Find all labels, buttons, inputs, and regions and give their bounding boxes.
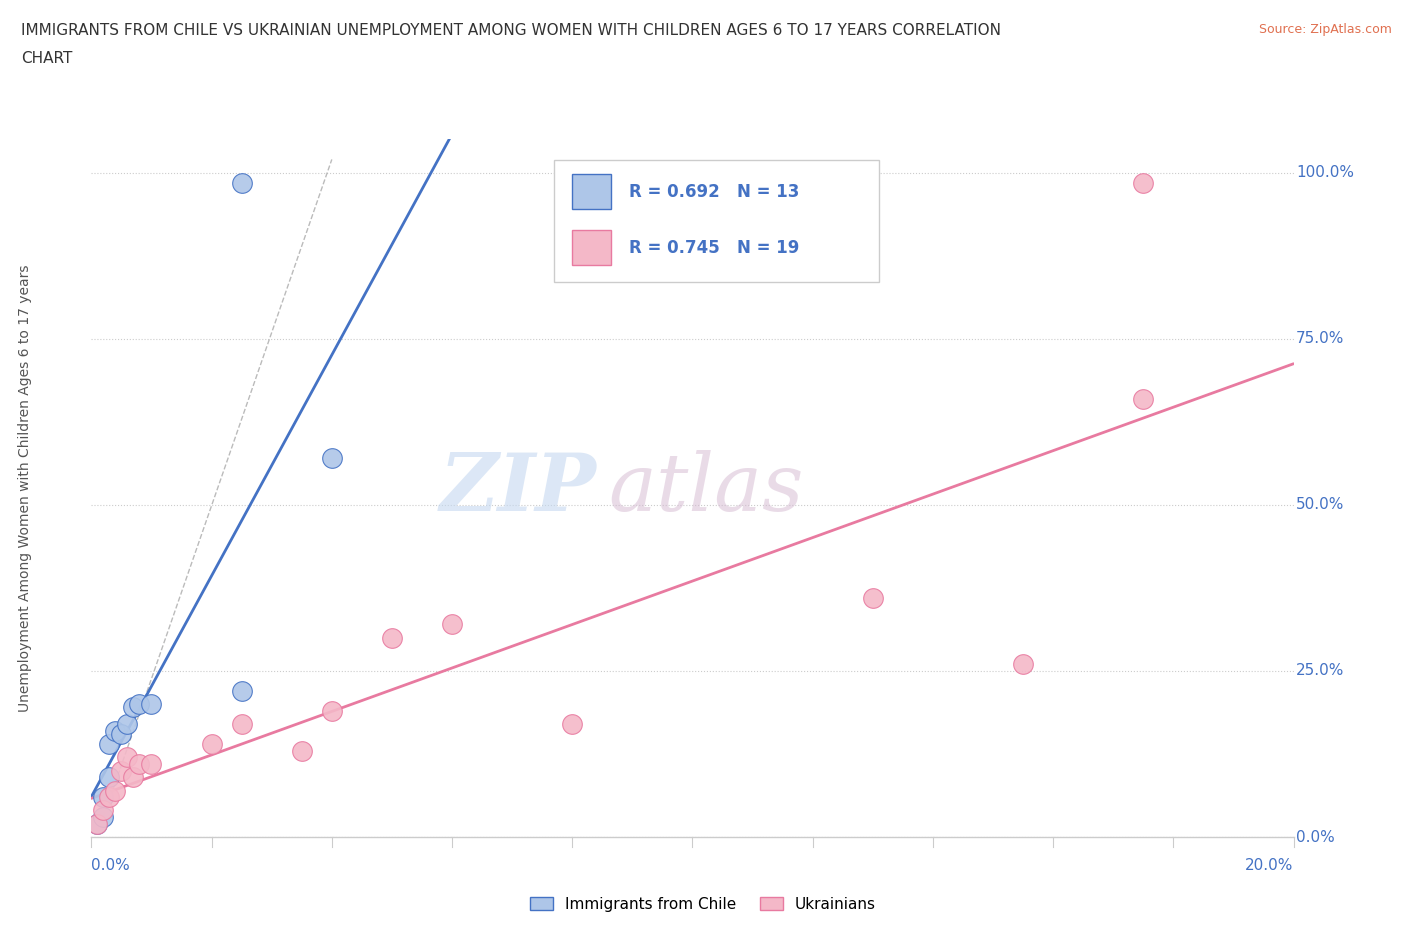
Text: 0.0%: 0.0% (1296, 830, 1334, 844)
Point (321, 703, 343, 718)
Text: 75.0%: 75.0% (1296, 331, 1344, 346)
Point (1012, 657, 1035, 671)
Text: Source: ZipAtlas.com: Source: ZipAtlas.com (1258, 23, 1392, 36)
Point (321, 451, 343, 466)
Point (110, 726, 132, 741)
Text: R = 0.692   N = 13: R = 0.692 N = 13 (628, 183, 799, 201)
Point (561, 717, 583, 732)
Point (98, 770, 121, 785)
Text: 100.0%: 100.0% (1296, 166, 1354, 180)
Point (291, 743, 314, 758)
Point (122, 700, 145, 715)
Point (141, 697, 163, 711)
Point (862, 591, 884, 605)
Point (440, 617, 463, 631)
Point (122, 770, 145, 785)
Text: 0.0%: 0.0% (91, 857, 131, 873)
Point (98, 737, 121, 751)
Point (93, 803, 115, 817)
Text: CHART: CHART (21, 51, 73, 66)
Point (1132, 175, 1154, 190)
Point (93, 790, 115, 804)
Point (231, 717, 253, 732)
Point (381, 631, 404, 645)
Text: ZIP: ZIP (440, 449, 596, 527)
Point (231, 175, 253, 190)
Point (201, 737, 224, 751)
Point (1132, 392, 1154, 406)
Text: 50.0%: 50.0% (1296, 498, 1344, 512)
FancyBboxPatch shape (554, 161, 879, 283)
Text: R = 0.745   N = 19: R = 0.745 N = 19 (628, 239, 799, 257)
Legend: Immigrants from Chile, Ukrainians: Immigrants from Chile, Ukrainians (524, 890, 882, 918)
Point (128, 697, 150, 711)
Point (93, 810, 115, 825)
Point (86, 817, 108, 831)
Text: atlas: atlas (609, 449, 804, 527)
Point (86, 817, 108, 831)
Point (98, 790, 121, 804)
Point (141, 756, 163, 771)
FancyBboxPatch shape (572, 175, 610, 209)
Point (117, 717, 139, 732)
Text: 20.0%: 20.0% (1246, 857, 1294, 873)
Text: 25.0%: 25.0% (1296, 663, 1344, 678)
Point (104, 783, 127, 798)
Point (117, 750, 139, 764)
Point (110, 764, 132, 778)
Point (128, 756, 150, 771)
Point (104, 724, 127, 738)
FancyBboxPatch shape (572, 231, 610, 265)
Text: IMMIGRANTS FROM CHILE VS UKRAINIAN UNEMPLOYMENT AMONG WOMEN WITH CHILDREN AGES 6: IMMIGRANTS FROM CHILE VS UKRAINIAN UNEMP… (21, 23, 1001, 38)
Point (231, 684, 253, 698)
Text: Unemployment Among Women with Children Ages 6 to 17 years: Unemployment Among Women with Children A… (18, 264, 32, 712)
